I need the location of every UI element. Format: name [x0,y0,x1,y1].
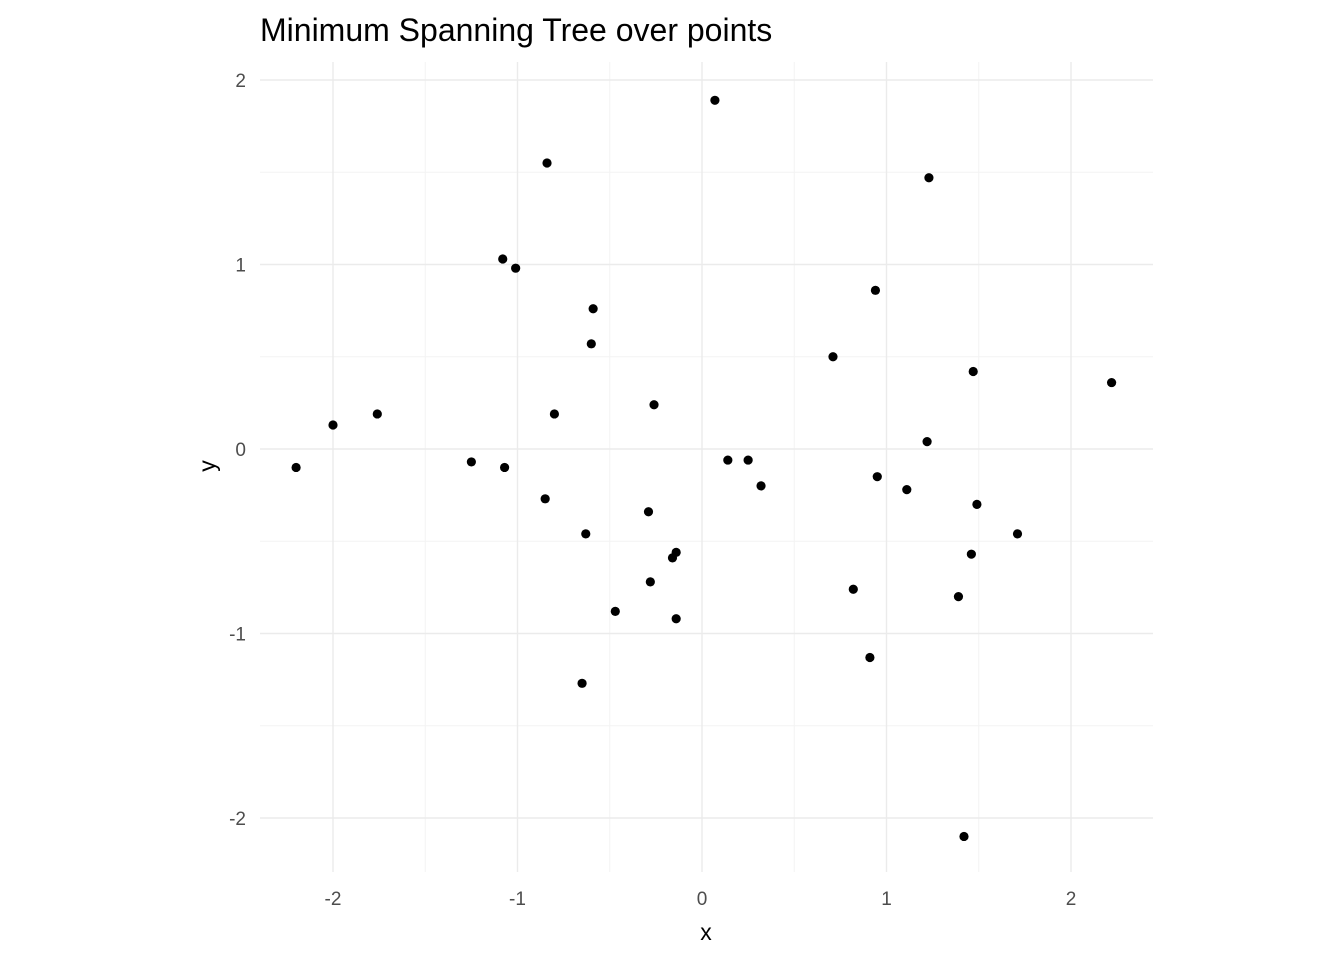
data-point [540,494,550,504]
y-tick-label: 1 [235,256,246,277]
data-point [328,420,338,430]
data-points [291,95,1117,842]
y-tick-label: 0 [235,440,246,461]
data-point [586,339,596,349]
data-point [848,584,858,594]
data-point [1106,377,1117,388]
y-tick-label: -2 [229,809,246,830]
x-tick-label: 0 [697,889,708,910]
data-point [542,158,552,168]
chart-title: Minimum Spanning Tree over points [260,12,772,48]
data-point [972,499,982,509]
x-tick-label: 2 [1066,889,1077,910]
data-point [549,409,560,419]
data-point [723,455,733,465]
data-point [870,285,881,295]
data-point [588,304,598,314]
data-point [667,553,678,563]
data-point [828,352,838,362]
data-point [610,606,620,616]
data-point [865,652,875,663]
data-point [466,457,476,467]
data-point [581,529,591,539]
major-gridlines [260,62,1153,872]
x-tick-label: -2 [325,889,342,910]
y-axis-label: y [194,460,220,472]
data-point [710,95,720,105]
data-point [756,481,766,491]
data-point [649,400,659,410]
data-point [968,366,978,377]
data-point [966,549,976,559]
x-axis-tick-labels: -2 -1 0 1 2 [325,889,1077,910]
data-point [1012,529,1023,539]
data-point [872,472,882,482]
data-point [499,462,510,473]
data-point [577,678,587,688]
y-tick-label: 2 [235,71,246,92]
data-point [953,592,964,602]
data-point [643,507,654,517]
data-point [671,614,681,624]
x-tick-label: -1 [509,889,526,910]
x-tick-label: 1 [881,889,892,910]
data-point [743,455,753,465]
data-point [372,409,382,419]
data-point [924,173,934,183]
data-point [291,462,301,473]
minor-gridlines [260,62,1153,872]
x-axis-label: x [700,919,712,945]
y-tick-label: -1 [229,625,246,646]
data-point [922,437,932,447]
data-point [511,263,521,273]
data-point [959,831,969,842]
data-point [902,484,912,495]
data-point [645,577,655,587]
data-point [498,254,508,264]
y-axis-tick-labels: -2 -1 0 1 2 [229,71,246,830]
